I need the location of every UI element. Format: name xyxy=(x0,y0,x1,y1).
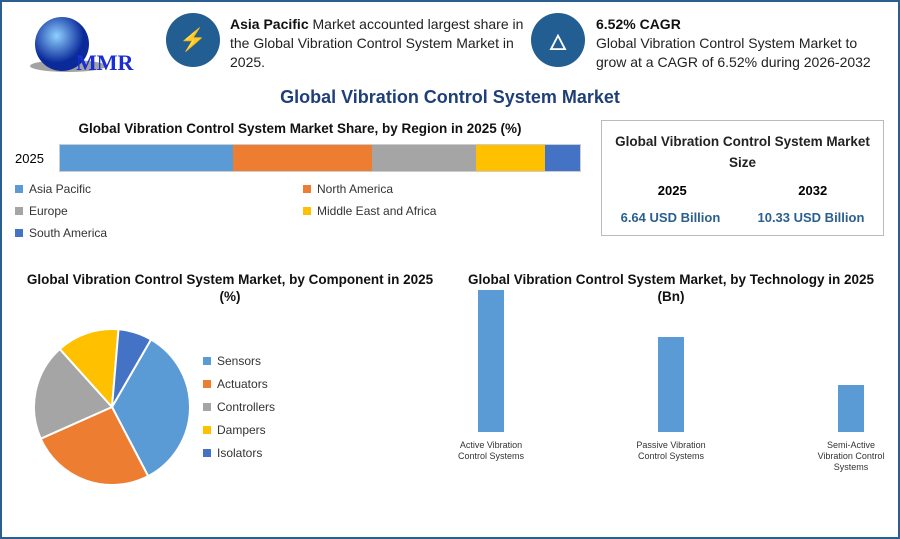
size-value-2032: 10.33 USD Billion xyxy=(757,210,865,225)
technology-bar-chart: Active Vibration Control Systems Passive … xyxy=(440,280,890,490)
region-segment-north-america xyxy=(233,145,372,171)
legend-item: Middle East and Africa xyxy=(303,204,591,218)
size-year-2025: 2025 xyxy=(657,183,687,198)
legend-label: Dampers xyxy=(217,423,266,437)
market-size-box: Global Vibration Control System Market S… xyxy=(601,120,884,236)
technology-x-label: Active Vibration Control Systems xyxy=(457,440,525,461)
component-chart-title: Global Vibration Control System Market, … xyxy=(26,272,434,304)
svg-text:MMR: MMR xyxy=(76,50,135,75)
technology-bar xyxy=(478,290,504,432)
technology-x-label: Passive Vibration Control Systems xyxy=(636,440,706,461)
page-title: Global Vibration Control System Market xyxy=(280,87,620,107)
legend-item: Isolators xyxy=(203,446,275,460)
region-year-label: 2025 xyxy=(15,151,44,166)
technology-bar xyxy=(658,337,684,432)
legend-item: Europe xyxy=(15,204,303,218)
legend-label: Controllers xyxy=(217,400,276,414)
size-value-2025: 6.64 USD Billion xyxy=(620,210,721,225)
legend-item: Controllers xyxy=(203,400,275,414)
region-segment-europe xyxy=(371,145,477,171)
legend-label: Actuators xyxy=(217,377,268,391)
region-stacked-bar xyxy=(59,144,581,172)
size-title: Global Vibration Control System Market S… xyxy=(615,134,870,170)
legend-label: South America xyxy=(29,226,108,240)
region-legend: Asia Pacific North America Europe Middle Ea… xyxy=(15,182,595,240)
pie-slice-dampers xyxy=(58,328,120,410)
pie-slice-actuators xyxy=(39,405,150,486)
flame-icon: 🜂 xyxy=(531,13,585,67)
legend-swatch xyxy=(15,229,23,237)
legend-label: North America xyxy=(317,182,394,196)
legend-swatch xyxy=(203,426,211,434)
pie-slice-controllers xyxy=(33,347,114,441)
legend-item: Dampers xyxy=(203,423,275,437)
legend-swatch xyxy=(303,185,311,193)
legend-swatch xyxy=(303,207,311,215)
legend-item: North America xyxy=(303,182,591,196)
region-segment-middle-east-and-africa xyxy=(476,145,546,171)
highlight-asia: Asia Pacific Market accounted largest sh… xyxy=(230,16,524,70)
legend-label: Europe xyxy=(29,204,68,218)
region-chart-title: Global Vibration Control System Market S… xyxy=(78,121,522,136)
legend-item: Actuators xyxy=(203,377,275,391)
region-segment-asia-pacific xyxy=(60,145,234,171)
technology-chart-title: Global Vibration Control System Market, … xyxy=(467,272,875,304)
legend-label: Sensors xyxy=(217,354,262,368)
legend-label: Isolators xyxy=(217,446,263,460)
legend-swatch xyxy=(203,380,211,388)
highlight-cagr: 6.52% CAGR Global Vibration Control Syste… xyxy=(596,16,871,70)
legend-label: Middle East and Africa xyxy=(317,204,437,218)
region-segment-south-america xyxy=(545,145,580,171)
component-legend: Sensors Actuators Controllers Dampers Isolat… xyxy=(203,354,275,460)
pie-slice-isolators xyxy=(111,328,153,408)
mmr-logo: MMR xyxy=(28,14,138,76)
legend-label: Asia Pacific xyxy=(29,182,92,196)
technology-bar xyxy=(838,384,864,432)
legend-swatch xyxy=(15,207,23,215)
legend-item: Asia Pacific xyxy=(15,182,303,196)
size-year-2032: 2032 xyxy=(798,183,828,198)
legend-swatch xyxy=(203,449,211,457)
technology-x-label: Semi-Active Vibration Control Systems xyxy=(817,440,885,472)
legend-swatch xyxy=(203,357,211,365)
legend-swatch xyxy=(203,403,211,411)
lightning-icon: ⚡ xyxy=(166,13,220,67)
component-pie xyxy=(33,328,191,486)
legend-item: Sensors xyxy=(203,354,275,368)
legend-swatch xyxy=(15,185,23,193)
legend-item: South America xyxy=(15,226,303,240)
